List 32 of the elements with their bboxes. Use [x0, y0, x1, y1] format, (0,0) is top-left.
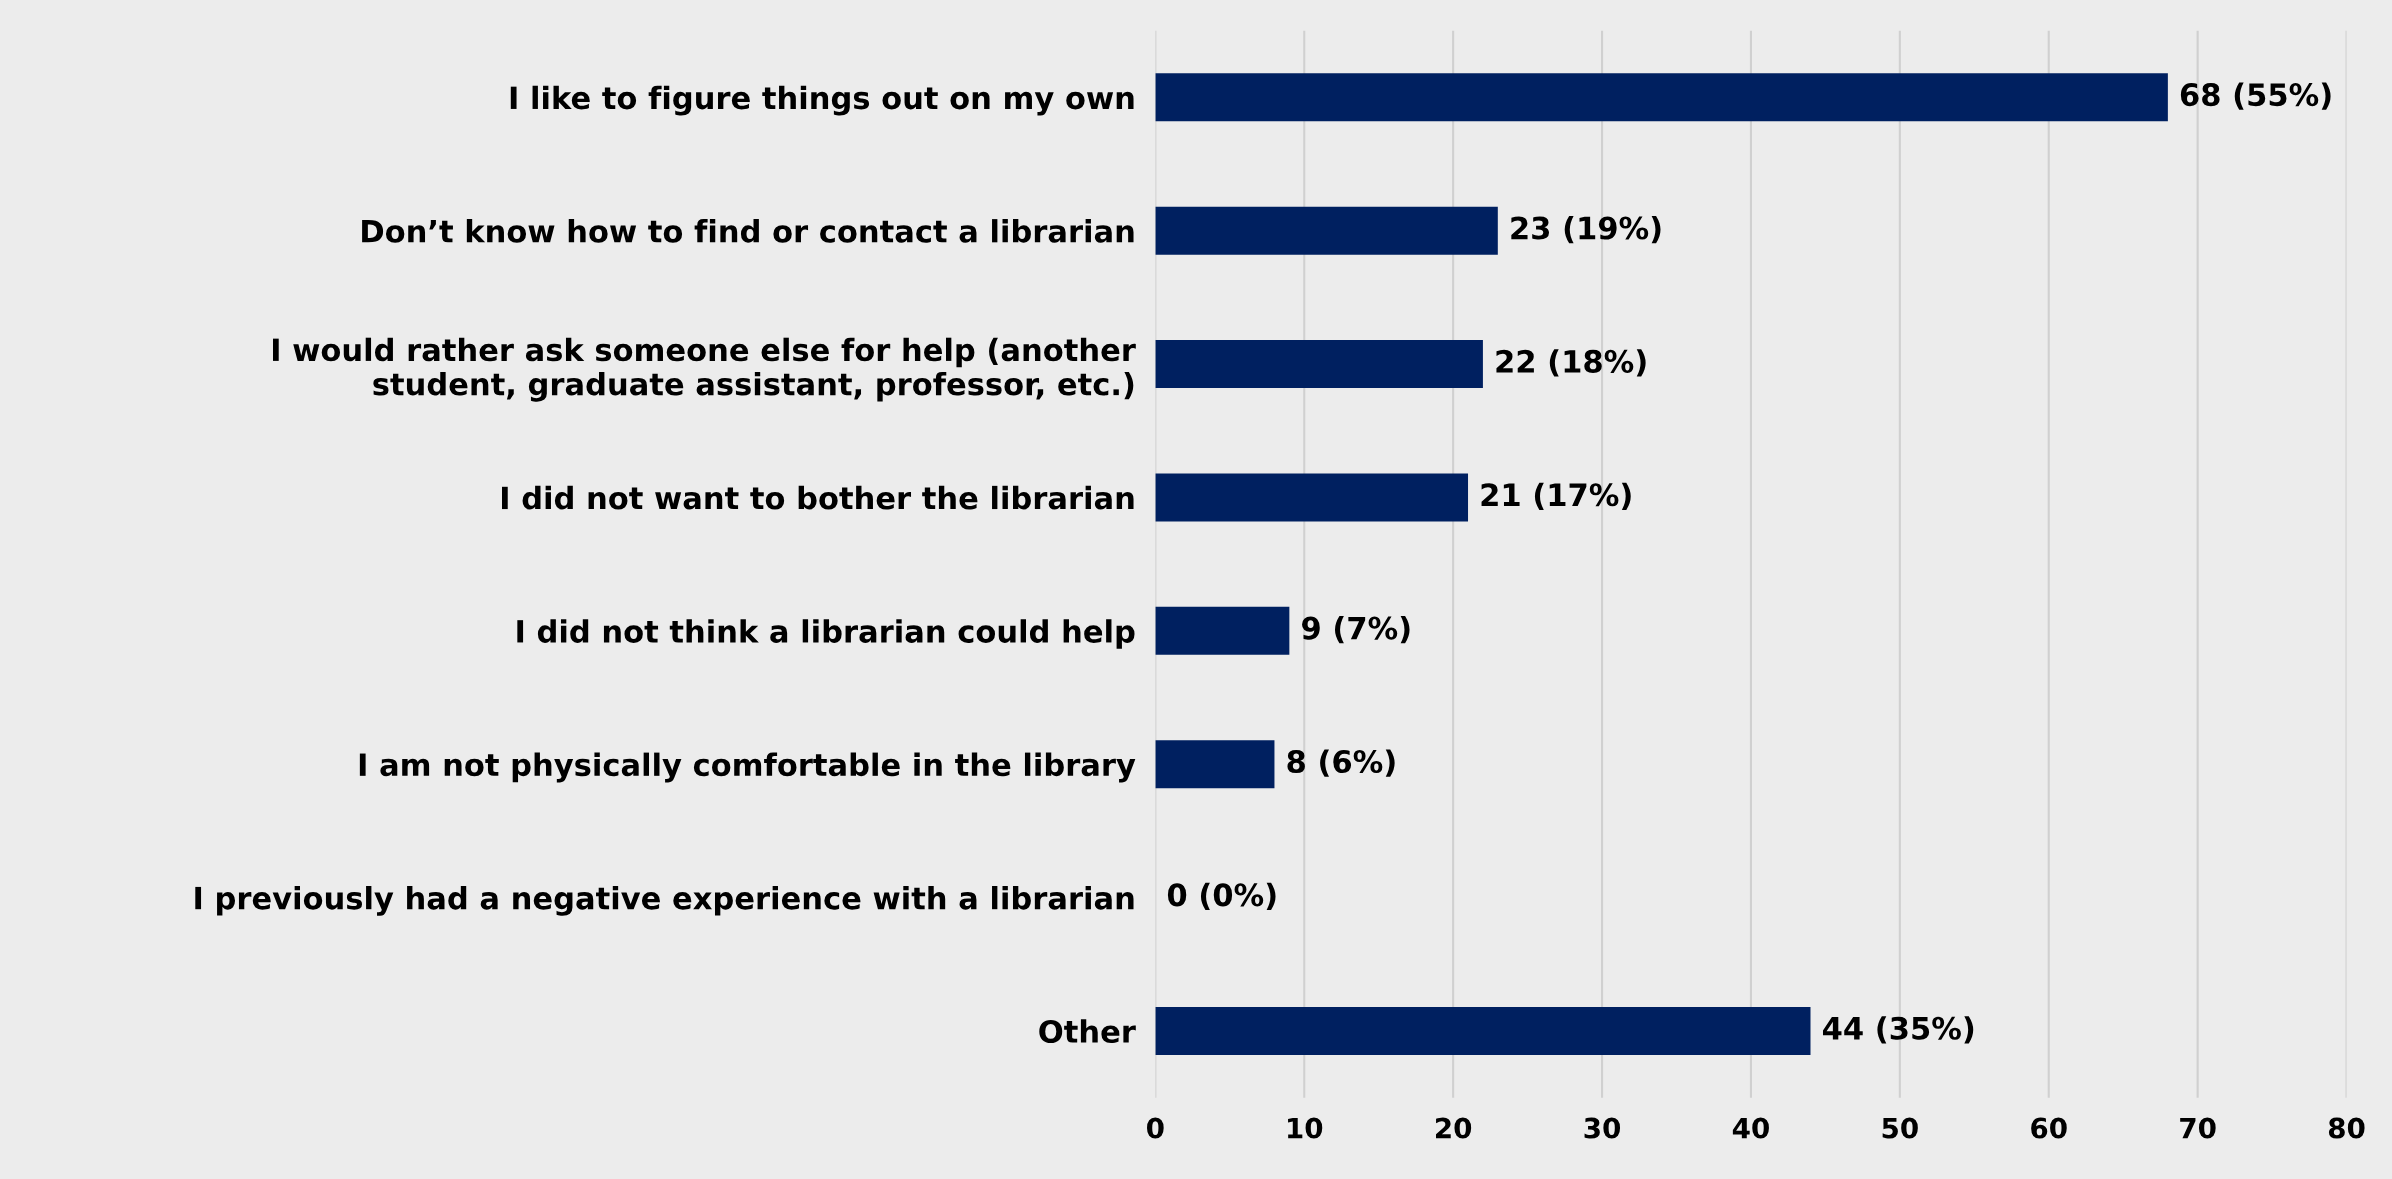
- data-label: 9 (7%): [1302, 616, 1410, 644]
- data-label: 21 (17%): [1481, 482, 1631, 510]
- y-tick-label: I like to figure things out on my own: [510, 85, 1134, 116]
- data-label: 22 (18%): [1496, 349, 1646, 377]
- bar: [1155, 73, 2168, 122]
- x-tick-label: 40: [1732, 1117, 1769, 1139]
- data-label: 68 (55%): [2180, 82, 2331, 110]
- y-tick-label: I previously had a negative experience with a librarian: [195, 885, 1134, 916]
- y-tick-label: I did not think a librarian could help: [517, 619, 1135, 649]
- x-tick-label: 50: [1882, 1117, 1918, 1139]
- x-tick-label: 60: [2031, 1117, 2067, 1139]
- x-tick-label: 0: [1147, 1117, 1164, 1139]
- x-tick-label: 20: [1436, 1117, 1472, 1139]
- data-label: 23 (19%): [1511, 215, 1661, 244]
- bar: [1155, 606, 1290, 655]
- x-tick-label: 80: [2328, 1117, 2365, 1139]
- bar: [1155, 206, 1498, 255]
- bar: [1155, 1006, 1811, 1055]
- bar: [1155, 340, 1483, 389]
- x-tick-label: 70: [2180, 1117, 2216, 1139]
- y-tick-label: Don’t know how to find or contact a librarian: [362, 219, 1134, 243]
- data-label: 8 (6%): [1287, 749, 1395, 777]
- y-tick-label: I am not physically comfortable in the library: [359, 752, 1136, 783]
- x-tick-label: 10: [1288, 1117, 1323, 1139]
- y-tick-label: I would rather ask someone else for help (another student, graduate assistant, professor, etc.): [272, 337, 1136, 402]
- bar: [1155, 740, 1275, 789]
- y-tick-label: Other: [1039, 1019, 1136, 1043]
- data-label: 0 (0%): [1167, 882, 1276, 911]
- y-tick-label: I did not want to bother the librarian: [501, 485, 1134, 510]
- bar: [1155, 473, 1469, 522]
- data-label: 44 (35%): [1822, 1016, 1974, 1044]
- x-tick-label: 30: [1584, 1117, 1621, 1139]
